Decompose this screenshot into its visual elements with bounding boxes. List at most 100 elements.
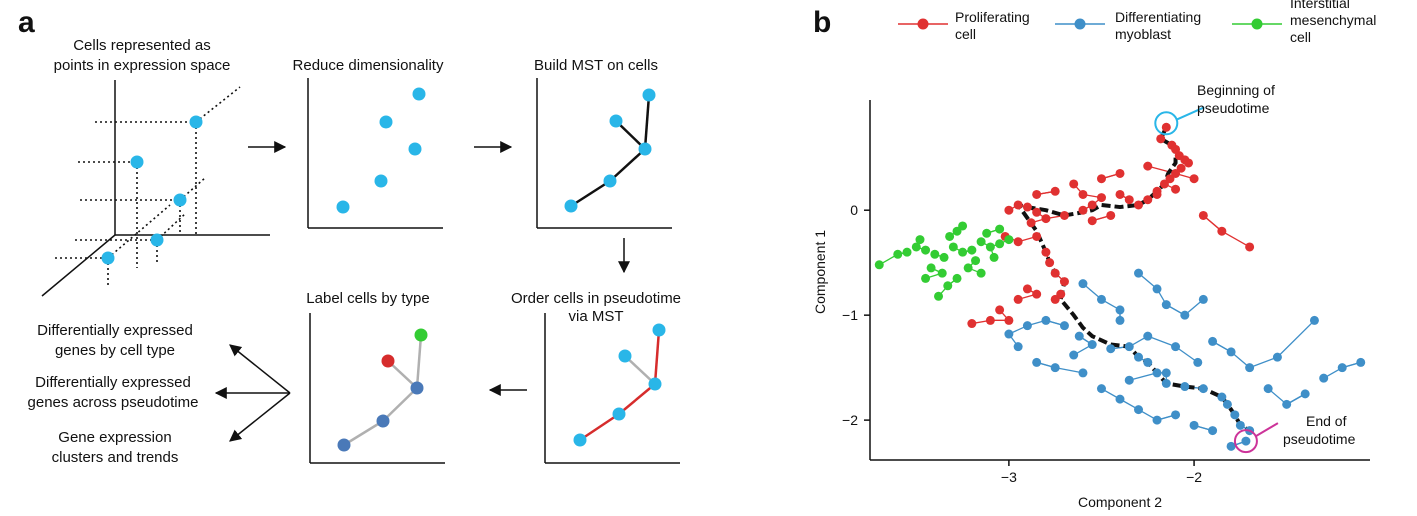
chart-legend: Proliferating cell Differentiating myobl… bbox=[898, 0, 1376, 45]
x-tick-label: −2 bbox=[1186, 469, 1202, 485]
data-point bbox=[1087, 340, 1097, 350]
cell-point bbox=[408, 142, 422, 156]
mst-edges bbox=[570, 94, 651, 208]
mst-cells bbox=[564, 88, 656, 213]
mst-axes bbox=[536, 78, 672, 229]
data-point bbox=[1143, 357, 1153, 367]
data-point bbox=[1022, 284, 1032, 294]
data-point bbox=[1059, 321, 1069, 331]
data-point bbox=[1013, 237, 1023, 247]
cell-point bbox=[573, 433, 587, 447]
data-point bbox=[893, 249, 903, 259]
data-point bbox=[1134, 200, 1144, 210]
step4-caption-line2: via MST bbox=[568, 308, 623, 325]
data-point bbox=[1171, 410, 1181, 420]
data-point bbox=[1180, 310, 1190, 320]
data-point bbox=[995, 239, 1005, 249]
x-tick-label: −3 bbox=[1001, 469, 1017, 485]
data-point bbox=[1115, 394, 1125, 404]
cell-point bbox=[652, 323, 666, 337]
data-point bbox=[1184, 158, 1194, 168]
data-point bbox=[1032, 231, 1042, 241]
y-axis-label: Component 1 bbox=[812, 230, 828, 314]
data-point bbox=[1171, 184, 1181, 194]
cell-point bbox=[101, 251, 115, 265]
data-point bbox=[1096, 193, 1106, 203]
chart-axes bbox=[869, 100, 1370, 461]
y-tick-label: 0 bbox=[850, 202, 858, 218]
output1-line2: genes by cell type bbox=[55, 342, 175, 359]
x-axis-label: Component 2 bbox=[1078, 494, 1162, 510]
data-point bbox=[1152, 284, 1162, 294]
data-point bbox=[1198, 294, 1208, 304]
data-point bbox=[943, 281, 953, 291]
data-point bbox=[1217, 392, 1227, 402]
data-point bbox=[1245, 363, 1255, 373]
label-type-cells bbox=[337, 328, 428, 452]
cell-point bbox=[618, 349, 632, 363]
data-point bbox=[976, 237, 986, 247]
data-point bbox=[1013, 342, 1023, 352]
legend-label-line1: Differentiating bbox=[1115, 9, 1201, 25]
data-point bbox=[937, 268, 947, 278]
data-point bbox=[1309, 315, 1319, 325]
data-point bbox=[1171, 342, 1181, 352]
pseudotime-trajectory-line bbox=[1016, 126, 1252, 442]
data-point bbox=[1152, 415, 1162, 425]
data-point bbox=[976, 268, 986, 278]
legend-marker bbox=[917, 18, 929, 30]
data-point bbox=[1124, 342, 1134, 352]
expression-space-cells bbox=[101, 115, 203, 265]
data-point bbox=[1022, 321, 1032, 331]
cell-point bbox=[564, 199, 578, 213]
cell-point bbox=[337, 438, 351, 452]
legend-item-differentiating: Differentiating myoblast bbox=[1055, 9, 1201, 42]
legend-item-proliferating: Proliferating cell bbox=[898, 9, 1030, 42]
step5-title: Label cells by type bbox=[306, 290, 429, 307]
step1-caption-line2: points in expression space bbox=[54, 57, 231, 74]
data-point bbox=[1189, 420, 1199, 430]
data-point bbox=[1078, 368, 1088, 378]
data-point bbox=[958, 247, 968, 257]
cell-point bbox=[374, 174, 388, 188]
data-point bbox=[1198, 384, 1208, 394]
cell-point bbox=[412, 87, 426, 101]
data-point bbox=[1050, 363, 1060, 373]
data-point bbox=[1319, 373, 1329, 383]
branch-line bbox=[1175, 346, 1199, 363]
branch-line bbox=[1249, 356, 1278, 369]
data-point bbox=[1106, 210, 1116, 220]
end-pseudotime-line2: pseudotime bbox=[1283, 431, 1356, 447]
data-point bbox=[1004, 235, 1014, 245]
pseudotime-cells bbox=[573, 323, 666, 447]
data-point bbox=[1096, 294, 1106, 304]
data-point bbox=[1004, 205, 1014, 215]
cell-point bbox=[414, 328, 428, 342]
expression-space-projection-lines bbox=[55, 86, 241, 285]
data-point bbox=[1013, 200, 1023, 210]
data-point bbox=[995, 224, 1005, 234]
step1-caption-line1: Cells represented as bbox=[73, 37, 211, 54]
data-point bbox=[911, 242, 921, 252]
cell-point bbox=[410, 381, 424, 395]
data-point bbox=[985, 242, 995, 252]
legend-marker bbox=[1074, 18, 1086, 30]
data-point bbox=[1152, 189, 1162, 199]
cell-point bbox=[638, 142, 652, 156]
reduced-dimension-axes bbox=[307, 78, 443, 229]
data-point bbox=[1074, 331, 1084, 341]
data-point bbox=[934, 291, 944, 301]
data-point bbox=[915, 235, 925, 245]
data-point bbox=[1078, 205, 1088, 215]
data-point bbox=[1013, 294, 1023, 304]
end-pseudotime-marker bbox=[1233, 429, 1258, 454]
begin-pseudotime-marker bbox=[1154, 111, 1179, 136]
data-point bbox=[1208, 426, 1218, 436]
data-point bbox=[1096, 174, 1106, 184]
legend-item-interstitial: Interstitial mesenchymal cell bbox=[1232, 0, 1376, 45]
data-point bbox=[952, 273, 962, 283]
pseudotime-axes bbox=[544, 313, 680, 464]
data-point bbox=[1356, 357, 1366, 367]
data-point bbox=[1087, 216, 1097, 226]
data-point bbox=[1106, 344, 1116, 354]
